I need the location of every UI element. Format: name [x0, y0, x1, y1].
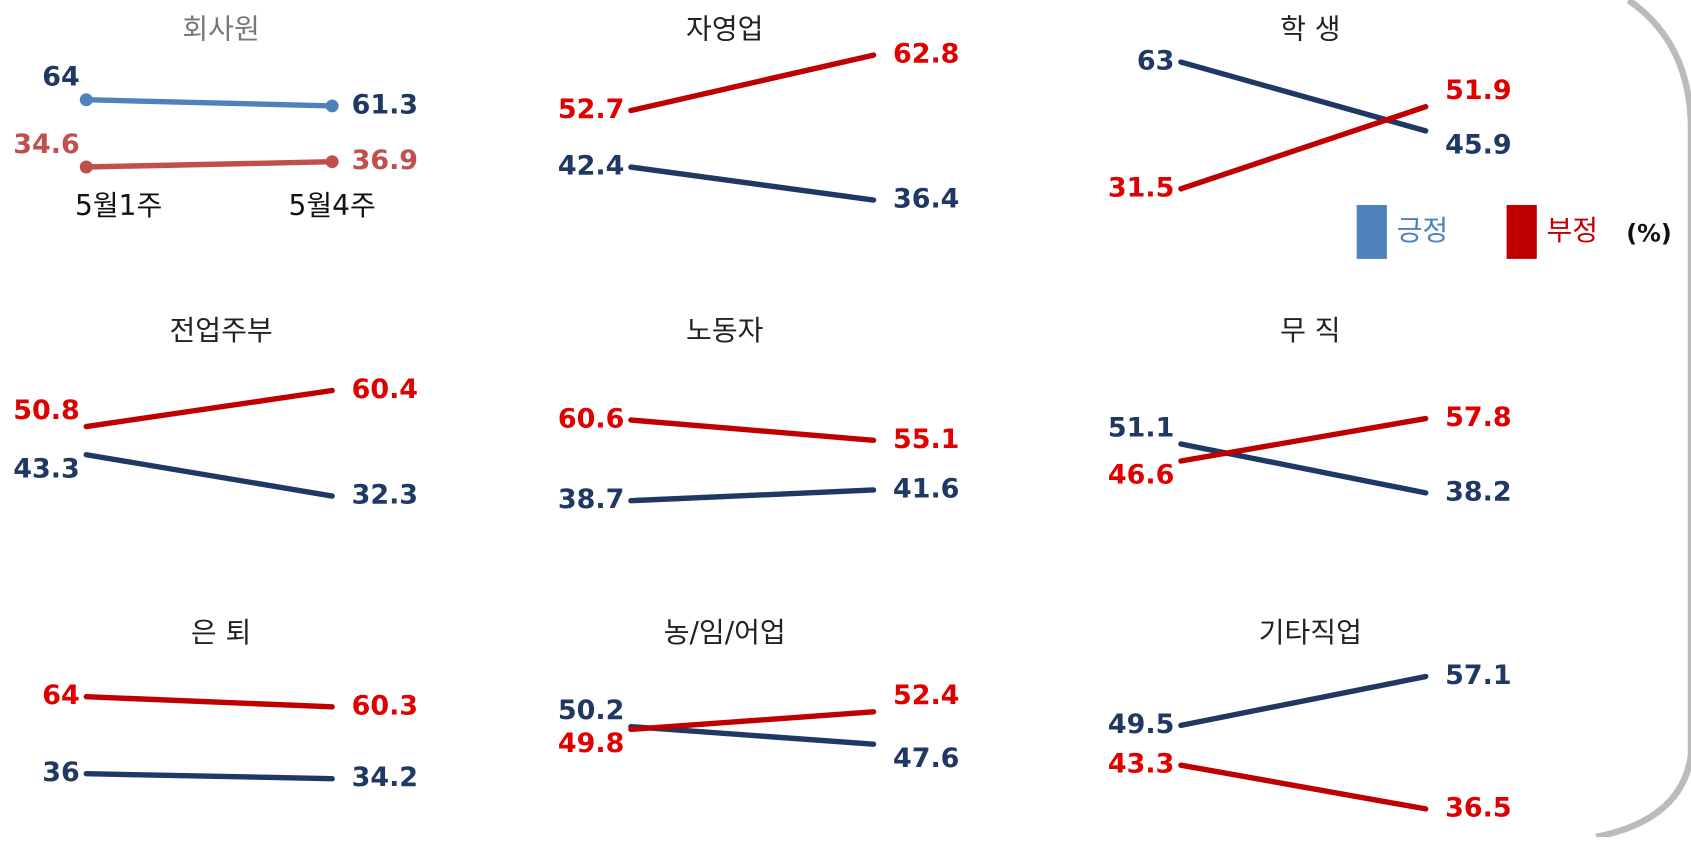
- value-label: 36: [42, 757, 80, 788]
- slope-line: [1178, 441, 1429, 496]
- value-label: 52.7: [558, 94, 625, 125]
- slope-line: [83, 693, 335, 710]
- value-label: 49.5: [1108, 709, 1175, 740]
- value-label: 36.9: [352, 145, 419, 176]
- value-label: 50.8: [13, 395, 80, 426]
- slope-line: [628, 487, 877, 504]
- value-label: 43.3: [1108, 749, 1175, 780]
- value-label: 32.3: [352, 480, 419, 511]
- slope-line: [1178, 762, 1429, 812]
- legend-label: 부정: [1546, 214, 1598, 247]
- value-label: 51.1: [1108, 412, 1175, 443]
- slope-line: [628, 52, 877, 114]
- panel-title: 자영업: [686, 12, 763, 45]
- panel-title: 노동자: [686, 314, 764, 347]
- point: [325, 155, 339, 169]
- legend: 긍정 부정 (%): [1356, 204, 1672, 259]
- value-label: 62.8: [893, 39, 960, 70]
- value-label: 36.5: [1445, 792, 1512, 823]
- value-label: 57.8: [1445, 402, 1512, 433]
- panel-title: 학 생: [1280, 12, 1340, 45]
- x-tick-label: 5월4주: [289, 189, 376, 222]
- slope-line: [1178, 415, 1429, 464]
- slope-line: [628, 417, 877, 443]
- slope-line: [83, 452, 335, 499]
- panel-title: 은 퇴: [191, 616, 251, 649]
- slope-line: [83, 97, 335, 109]
- value-label: 42.4: [558, 151, 625, 182]
- slope-line: [1178, 673, 1429, 729]
- value-label: 38.7: [558, 484, 625, 515]
- slope-line: [83, 770, 335, 782]
- slope-line: [83, 387, 335, 430]
- value-label: 45.9: [1445, 129, 1512, 160]
- x-tick-label: 5월1주: [75, 189, 162, 222]
- value-label: 64: [42, 680, 80, 711]
- legend-label: 긍정: [1397, 214, 1449, 247]
- panel-title: 농/임/어업: [664, 616, 786, 649]
- value-label: 52.4: [893, 680, 960, 711]
- value-label: 49.8: [558, 728, 625, 759]
- value-label: 60.6: [558, 404, 625, 435]
- panel-title: 전업주부: [170, 314, 273, 347]
- point: [325, 99, 339, 113]
- point: [79, 160, 93, 174]
- legend-swatch: [1356, 204, 1387, 259]
- value-label: 34.6: [13, 129, 80, 160]
- value-label: 55.1: [893, 424, 960, 455]
- value-label: 36.4: [893, 184, 960, 215]
- value-label: 64: [42, 62, 80, 93]
- value-label: 31.5: [1108, 172, 1175, 203]
- panel-title: 회사원: [182, 12, 259, 45]
- value-label: 43.3: [13, 453, 80, 484]
- value-label: 47.6: [893, 743, 960, 774]
- value-label: 41.6: [893, 473, 960, 504]
- value-label: 46.6: [1108, 460, 1175, 491]
- legend-swatch: [1506, 204, 1537, 259]
- value-label: 57.1: [1445, 660, 1512, 691]
- slope-line: [83, 159, 335, 170]
- value-label: 38.2: [1445, 476, 1512, 507]
- point: [79, 93, 93, 107]
- panel-title: 무 직: [1280, 314, 1340, 347]
- value-label: 61.3: [352, 89, 419, 120]
- value-label: 60.3: [352, 690, 419, 721]
- value-label: 34.2: [352, 762, 419, 793]
- slope-line: [628, 164, 877, 203]
- value-label: 60.4: [352, 374, 419, 405]
- legend-unit: (%): [1626, 220, 1671, 248]
- value-label: 50.2: [558, 695, 625, 726]
- panel-title: 기타직업: [1259, 616, 1362, 649]
- slope-line: [628, 723, 877, 747]
- slope-line: [628, 709, 877, 733]
- value-label: 63: [1137, 46, 1175, 77]
- value-label: 51.9: [1445, 75, 1512, 106]
- slope-line: [1178, 104, 1429, 192]
- frame-edge: [1595, 0, 1691, 841]
